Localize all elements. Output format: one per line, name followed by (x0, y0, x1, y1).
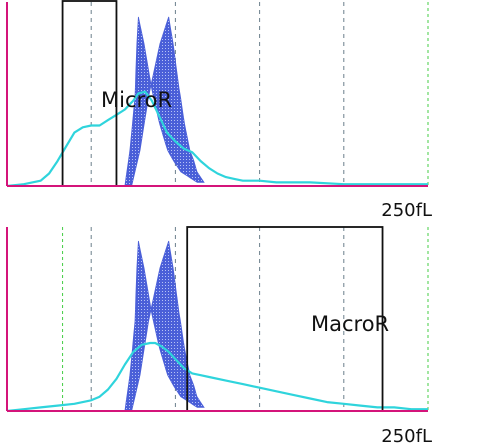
measured-series-bottom (6, 341, 428, 413)
measured-curve (6, 90, 428, 188)
measured-series-top (6, 90, 428, 188)
reference-band-shape (124, 16, 205, 187)
axes-top (6, 2, 428, 187)
histogram-top: MicroR 250fL (6, 0, 432, 221)
histogram-bottom: MacroR 250fL (6, 226, 432, 446)
region-label-micror: MicroR (101, 88, 172, 112)
reference-band-shape (124, 240, 205, 412)
measured-curve (6, 341, 428, 413)
reference-band-top (124, 16, 205, 187)
x-max-label-top: 250fL (381, 200, 432, 221)
reference-band-bottom (124, 240, 205, 412)
axes-bottom (6, 227, 428, 412)
x-max-label-bottom: 250fL (381, 426, 432, 446)
region-label-macror: MacroR (311, 312, 389, 336)
